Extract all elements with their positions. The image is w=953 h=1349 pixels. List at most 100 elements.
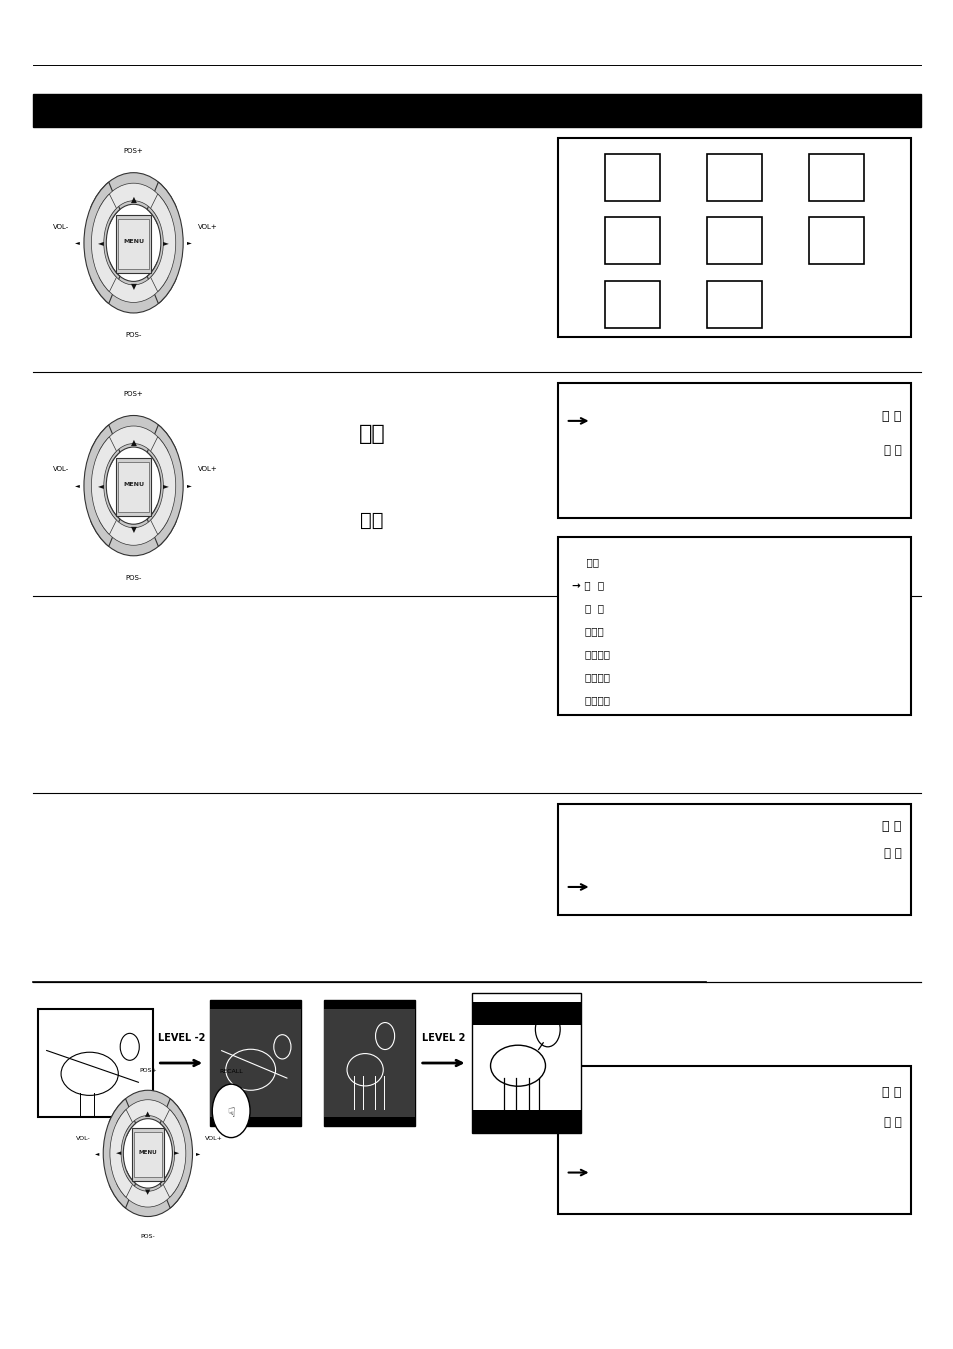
Text: 画面扩展: 画面扩展 <box>572 649 610 658</box>
Wedge shape <box>91 505 176 556</box>
Bar <box>808 154 863 201</box>
Wedge shape <box>91 262 176 313</box>
Text: ◄: ◄ <box>116 1151 121 1156</box>
Wedge shape <box>99 267 168 302</box>
Text: VOL+: VOL+ <box>197 467 217 472</box>
Bar <box>33 94 920 127</box>
Text: 中 文: 中 文 <box>882 820 901 832</box>
Text: LEVEL -2: LEVEL -2 <box>157 1033 205 1043</box>
Wedge shape <box>116 1175 179 1207</box>
Bar <box>472 1002 580 1025</box>
Bar <box>472 1110 580 1133</box>
Bar <box>115 214 152 272</box>
Bar <box>115 457 152 515</box>
Wedge shape <box>109 1090 187 1136</box>
Wedge shape <box>116 1099 179 1132</box>
Wedge shape <box>109 1171 187 1217</box>
Text: POS-: POS- <box>125 575 142 580</box>
Bar <box>210 1009 300 1117</box>
Wedge shape <box>99 510 168 545</box>
Text: 伴音制式: 伴音制式 <box>572 695 610 704</box>
Bar <box>118 461 149 513</box>
Text: 中 文: 中 文 <box>882 410 901 424</box>
Wedge shape <box>91 437 116 534</box>
Wedge shape <box>84 425 120 546</box>
Wedge shape <box>151 437 175 534</box>
Text: ►: ► <box>174 1151 179 1156</box>
Text: LEVEL 2: LEVEL 2 <box>421 1033 465 1043</box>
Circle shape <box>212 1085 250 1137</box>
Bar <box>558 383 910 518</box>
Wedge shape <box>147 182 183 304</box>
Text: VOL+: VOL+ <box>205 1136 223 1141</box>
Text: 英文: 英文 <box>360 511 383 530</box>
Wedge shape <box>110 1109 132 1198</box>
Text: MENU: MENU <box>138 1149 157 1155</box>
Text: ☟: ☟ <box>227 1106 234 1120</box>
Text: 英 文: 英 文 <box>882 444 901 457</box>
Text: ▼: ▼ <box>131 525 136 534</box>
Wedge shape <box>163 1109 186 1198</box>
Text: → 中  文: → 中 文 <box>572 580 604 590</box>
Text: 彩色制式: 彩色制式 <box>572 672 610 681</box>
Text: ▼: ▼ <box>145 1190 151 1195</box>
Text: 英 文: 英 文 <box>882 847 901 861</box>
Text: ◄: ◄ <box>95 1151 100 1156</box>
Text: VOL-: VOL- <box>75 1136 91 1141</box>
Text: 系统: 系统 <box>572 557 598 567</box>
Text: ►: ► <box>187 240 192 246</box>
Bar <box>324 1000 415 1126</box>
Text: 中文: 中文 <box>358 425 385 444</box>
Text: ►: ► <box>163 239 169 247</box>
Bar <box>132 1128 164 1180</box>
Text: POS+: POS+ <box>124 391 143 397</box>
Wedge shape <box>160 1098 193 1209</box>
Text: ▼: ▼ <box>131 282 136 291</box>
Wedge shape <box>151 194 175 291</box>
Bar <box>118 219 149 270</box>
Text: RECALL: RECALL <box>219 1070 243 1074</box>
Bar <box>558 537 910 715</box>
Wedge shape <box>99 426 168 461</box>
Bar <box>38 1009 152 1117</box>
Bar <box>210 1000 300 1126</box>
Text: ▲: ▲ <box>131 194 136 204</box>
Wedge shape <box>91 415 176 467</box>
Text: ◄: ◄ <box>75 483 80 488</box>
Bar <box>604 154 659 201</box>
Bar <box>706 217 761 264</box>
Text: ◄: ◄ <box>98 239 104 247</box>
Text: 中 文: 中 文 <box>882 1086 901 1099</box>
Text: VOL-: VOL- <box>53 224 70 229</box>
Wedge shape <box>91 194 116 291</box>
Bar <box>134 1132 161 1178</box>
Bar <box>472 993 580 1133</box>
Text: POS-: POS- <box>125 332 142 337</box>
Text: MENU: MENU <box>123 482 144 487</box>
Text: ►: ► <box>195 1151 200 1156</box>
Text: ▲: ▲ <box>131 437 136 447</box>
Text: 蓝背景: 蓝背景 <box>572 626 603 635</box>
Text: ◄: ◄ <box>75 240 80 246</box>
Text: ▲: ▲ <box>145 1112 151 1117</box>
Text: MENU: MENU <box>123 239 144 244</box>
Bar <box>558 138 910 337</box>
Text: 英 文: 英 文 <box>882 1116 901 1129</box>
Bar <box>706 281 761 328</box>
Wedge shape <box>84 182 120 304</box>
Text: POS+: POS+ <box>124 148 143 154</box>
Wedge shape <box>99 183 168 219</box>
Text: ►: ► <box>163 482 169 490</box>
Text: POS+: POS+ <box>139 1068 156 1074</box>
Text: POS-: POS- <box>140 1233 155 1238</box>
Bar <box>558 804 910 915</box>
Text: 英  文: 英 文 <box>572 603 604 612</box>
Bar <box>604 281 659 328</box>
Wedge shape <box>91 173 176 224</box>
Wedge shape <box>103 1098 135 1209</box>
Bar <box>604 217 659 264</box>
Text: ◄: ◄ <box>98 482 104 490</box>
Bar <box>706 154 761 201</box>
Bar <box>558 1066 910 1214</box>
Bar <box>324 1009 415 1117</box>
